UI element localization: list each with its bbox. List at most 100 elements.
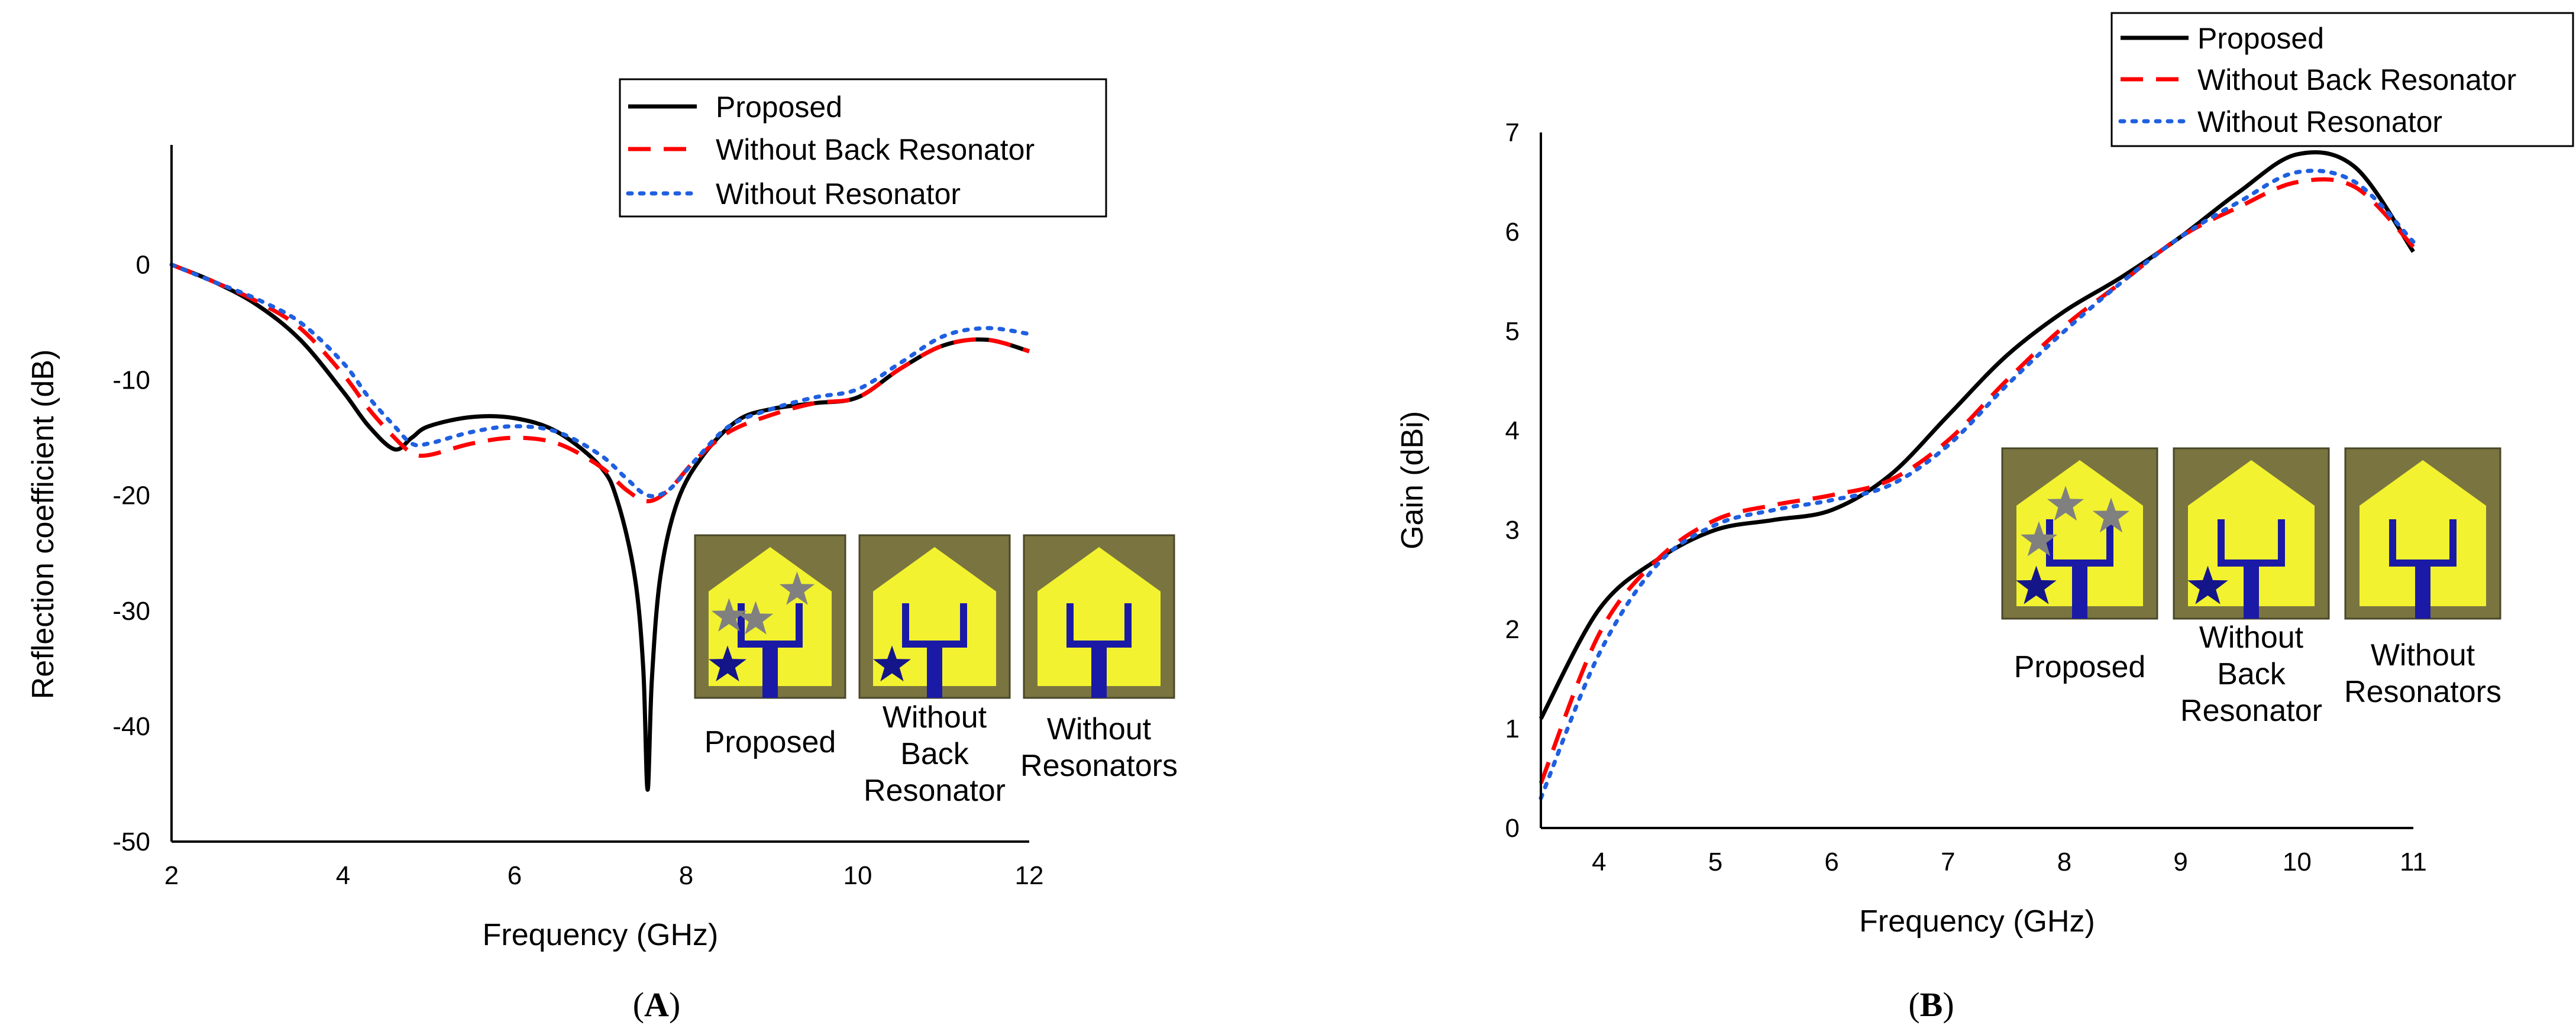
inset-label-line: Back [2217,657,2286,691]
feed-branch-right [2449,519,2457,567]
series-line-without-resonator [1539,169,2416,801]
inset-label-line: Resonators [2344,675,2501,709]
antenna-patch [2016,460,2143,606]
feed-line [2072,559,2087,619]
caption-letter: A [644,985,669,1024]
feed-branch-right [1124,603,1132,648]
x-tick-label: 10 [843,861,872,890]
antenna-inset-without-resonators: Without Resonators [2344,447,2501,709]
x-tick-label: 4 [1592,848,1606,876]
caption-close-paren: ) [669,985,680,1024]
antenna-patch [709,547,832,686]
antenna-inset-without-back-resonator: Without Back Resonator [2173,447,2330,728]
inset-label-line: Resonators [1020,749,1178,783]
feed-branch-left [1066,603,1074,648]
legend-label-without-resonator: Without Resonator [716,177,961,211]
y-tick-label: 6 [1505,218,1520,247]
y-tick-label: -50 [112,827,150,856]
inset-label-line: Resonator [864,774,1006,808]
inset-label-line: Resonator [2180,694,2322,728]
feed-line [762,641,778,698]
series-line-proposed [1539,150,2415,720]
y-tick-label: -10 [112,366,150,395]
x-axis-label: Frequency (GHz) [1859,904,2095,939]
x-tick-label: 6 [508,861,522,890]
inset-label-without: Without Back Resonator [2180,620,2322,728]
y-axis-label: Gain (dBi) [1395,411,1430,549]
feed-line [2244,559,2259,619]
x-axis-label: Frequency (GHz) [483,918,719,952]
feed-line [1091,641,1107,698]
antenna-patch [2188,460,2315,606]
caption-open-paren: ( [633,985,644,1024]
y-tick-label: 7 [1505,118,1520,147]
chart-series-group [169,263,1032,792]
legend-label-without-back-resonator: Without Back Resonator [716,133,1035,166]
y-tick-label: 4 [1505,416,1520,445]
feed-branch-left [2389,519,2396,567]
antenna-patch [1037,547,1161,686]
feed-line [927,641,942,698]
y-tick-label: -20 [112,481,150,510]
legend: Proposed Without Back Resonator Without … [619,78,1107,218]
inset-label-without: Without Back Resonator [864,700,1006,808]
antenna-patch [2360,460,2486,606]
antenna-inset-without-back-resonator: Without Back Resonator [858,534,1011,808]
x-tick-label: 7 [1941,848,1955,876]
x-tick-label: 8 [2057,848,2071,876]
y-tick-label: 2 [1505,615,1520,644]
feed-branch-right [960,603,967,648]
y-tick-label: 0 [1505,814,1520,843]
antenna-inset-without-resonators: Without Resonators [1020,534,1178,783]
feed-branch-left [2046,519,2053,567]
series-line-without-back-resonator [170,263,1030,503]
caption-open-paren: ( [1908,985,1919,1024]
series-line-without-back-resonator [1539,177,2415,784]
antenna-inset-proposed: Proposed [2001,447,2158,684]
inset-label-line: Without [883,700,987,735]
inset-label-without-resonators: Without Resonators [1020,712,1178,783]
series-line-without-resonator [169,263,1032,499]
y-axis-label: Reflection coefficient (dB) [26,350,60,700]
feed-branch-right [796,603,803,648]
legend-label-without-back-resonator: Without Back Resonator [2197,63,2516,96]
antenna-patch [873,547,996,686]
y-tick-labels: 0 -10 -20 -30 -40 -50 [112,251,150,856]
inset-label-line: Without [1047,712,1152,746]
x-tick-label: 2 [164,861,179,890]
y-tick-label: 5 [1505,317,1520,346]
panel-caption-b: (B) [1908,985,1954,1024]
x-tick-labels: 2 4 6 8 10 12 [164,861,1044,890]
antenna-inset-proposed: Proposed [694,534,846,759]
legend-label-proposed: Proposed [2197,22,2324,55]
panel-caption-a: (A) [633,985,681,1024]
feed-branch-right [2106,519,2113,567]
x-tick-label: 10 [2283,848,2312,876]
x-tick-label: 11 [2400,848,2427,876]
legend: Proposed Without Back Resonator Without … [2110,12,2574,147]
legend-label-without-resonator: Without Resonator [2197,105,2442,138]
x-tick-label: 4 [336,861,350,890]
y-tick-labels: 0 1 2 3 4 5 6 7 [1505,118,1520,843]
y-tick-label: 3 [1505,516,1520,545]
series-line-proposed [170,263,1030,792]
legend-box [2110,12,2574,147]
feed-line [2415,559,2430,619]
caption-close-paren: ) [1942,985,1954,1024]
y-tick-label: 0 [136,251,150,280]
x-tick-label: 12 [1015,861,1044,890]
inset-label-line: Back [900,737,969,771]
chart-series-group [1539,150,2416,801]
legend-box [619,78,1107,218]
y-tick-label: -40 [112,712,150,741]
inset-label-without-resonators: Without Resonators [2344,638,2501,709]
panel-a-reflection-chart: 0 -10 -20 -30 -40 -50 2 4 6 8 10 12 Reflection coe… [26,78,1178,1024]
inset-label-line: Without [2199,620,2304,655]
feed-branch-left [2218,519,2225,567]
inset-label-line: Without [2371,638,2475,672]
y-tick-label: -30 [112,597,150,626]
legend-label-proposed: Proposed [716,90,842,124]
x-tick-label: 8 [679,861,693,890]
feed-branch-left [902,603,909,648]
